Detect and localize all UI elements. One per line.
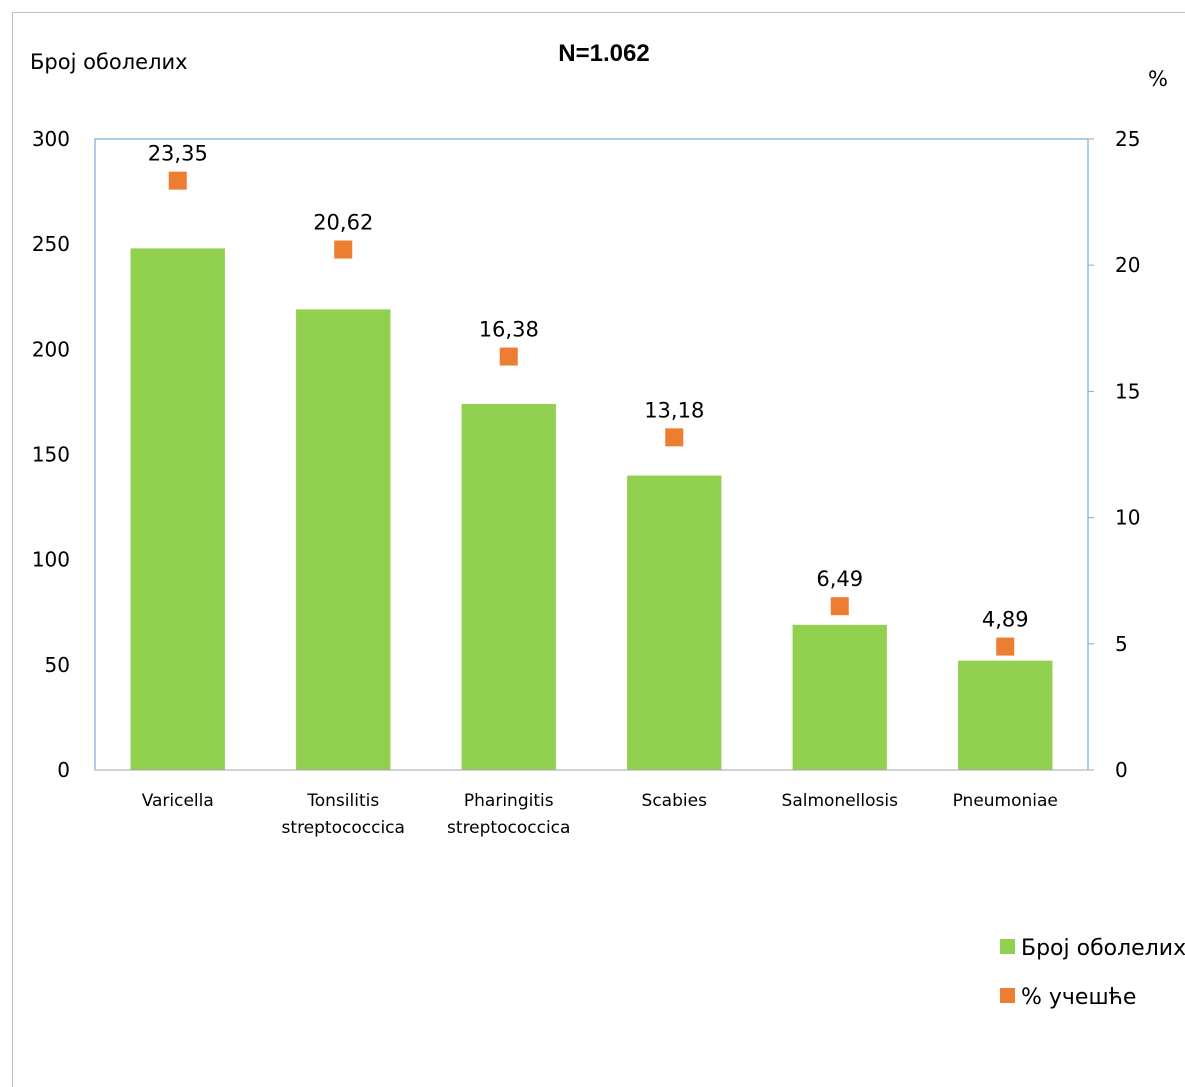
legend-label-1: % учешће <box>1021 985 1136 1010</box>
right-tick-10: 10 <box>1115 506 1140 530</box>
data-label-1: 20,62 <box>313 211 373 235</box>
legend-label-0: Број оболелих <box>1021 936 1185 961</box>
left-tick-200: 200 <box>32 337 70 361</box>
category-label-2: Pharingitis streptococcica <box>447 791 570 838</box>
bar-0 <box>130 248 225 770</box>
chart-title: N=1.062 <box>558 40 649 67</box>
left-tick-50: 50 <box>45 653 70 677</box>
data-label-4: 6,49 <box>816 567 863 591</box>
marker-4 <box>830 597 849 616</box>
legend-swatch-1 <box>1000 988 1015 1003</box>
left-tick-150: 150 <box>32 443 70 467</box>
category-label-line: Tonsilitis <box>306 791 379 811</box>
left-tick-0: 0 <box>57 758 70 782</box>
category-label-5: Pneumoniae <box>953 791 1058 811</box>
right-axis-title: % <box>1148 67 1168 91</box>
category-label-3: Scabies <box>642 791 708 811</box>
right-tick-15: 15 <box>1115 379 1140 403</box>
right-tick-20: 20 <box>1115 253 1140 277</box>
data-label-2: 16,38 <box>479 318 539 342</box>
marker-2 <box>499 347 518 366</box>
bar-5 <box>958 660 1053 770</box>
category-label-line: streptococcica <box>282 818 405 838</box>
marker-0 <box>168 171 187 190</box>
category-label-line: Scabies <box>642 791 708 811</box>
plot-area-border <box>94 138 1089 771</box>
category-label-line: Salmonellosis <box>782 791 899 811</box>
category-label-line: Pharingitis <box>464 791 554 811</box>
marker-1 <box>334 240 353 259</box>
bar-4 <box>792 624 887 770</box>
right-axis-ticks: 0 5 10 15 20 25 <box>1088 127 1140 782</box>
marker-series: 23,35 20,62 16,38 13,18 6,49 4,89 <box>148 142 1029 656</box>
left-axis-ticks: 0 50 100 150 200 250 300 <box>32 127 70 782</box>
data-label-5: 4,89 <box>982 608 1029 632</box>
chart-frame <box>12 12 1185 1087</box>
left-axis-title: Број оболелих <box>30 50 188 74</box>
left-tick-300: 300 <box>32 127 70 151</box>
right-tick-0: 0 <box>1115 758 1128 782</box>
left-tick-100: 100 <box>32 548 70 572</box>
left-tick-250: 250 <box>32 232 70 256</box>
bar-1 <box>296 309 391 770</box>
category-label-4: Salmonellosis <box>782 791 899 811</box>
legend-swatch-0 <box>1000 939 1015 954</box>
right-tick-25: 25 <box>1115 127 1140 151</box>
bar-series <box>130 248 1053 770</box>
category-label-line: streptococcica <box>447 818 570 838</box>
marker-3 <box>665 428 684 447</box>
category-label-1: Tonsilitis streptococcica <box>282 791 405 838</box>
category-label-line: Pneumoniae <box>953 791 1058 811</box>
category-labels: Varicella Tonsilitis streptococcicaPharing… <box>142 791 1058 838</box>
right-tick-5: 5 <box>1115 632 1128 656</box>
bar-3 <box>627 475 722 770</box>
category-label-line: Varicella <box>142 791 214 811</box>
data-label-3: 13,18 <box>644 398 704 422</box>
data-label-0: 23,35 <box>148 142 208 166</box>
legend: Број оболелих % учешће <box>1000 936 1185 1010</box>
bar-2 <box>461 404 556 770</box>
marker-5 <box>996 637 1015 656</box>
category-label-0: Varicella <box>142 791 214 811</box>
